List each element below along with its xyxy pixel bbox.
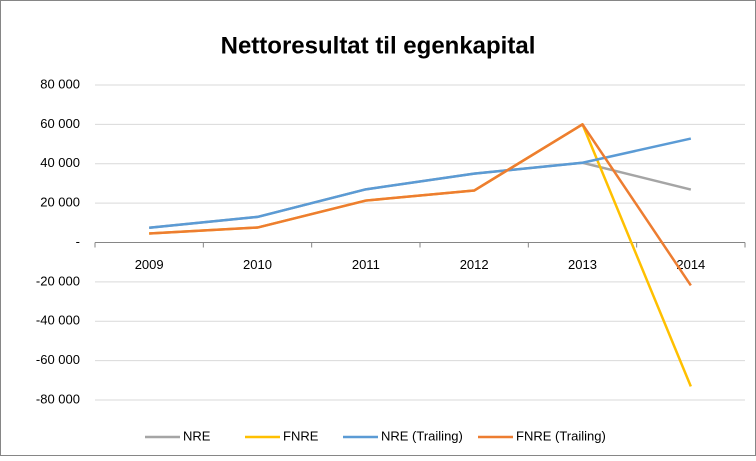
y-tick-label: -20 000 — [36, 273, 80, 288]
legend-label: FNRE — [283, 428, 319, 443]
x-tick-label: 2013 — [568, 257, 597, 272]
legend-label: FNRE (Trailing) — [516, 428, 606, 443]
series-line — [149, 123, 692, 287]
y-tick-label: -40 000 — [36, 313, 80, 328]
x-tick-label: 2009 — [135, 257, 164, 272]
x-tick-label: 2011 — [352, 257, 380, 272]
y-tick-label: 80 000 — [40, 76, 80, 91]
y-tick-label: -80 000 — [36, 391, 80, 406]
y-tick-label: 60 000 — [40, 116, 80, 131]
series-line — [149, 137, 692, 229]
x-tick-label: 2012 — [460, 257, 489, 272]
y-tick-label: -60 000 — [36, 352, 80, 367]
x-tick-label: 2010 — [243, 257, 272, 272]
y-tick-label: 20 000 — [40, 195, 80, 210]
y-tick-label: - — [76, 234, 80, 249]
legend-label: NRE — [183, 428, 211, 443]
legend-label: NRE (Trailing) — [381, 428, 463, 443]
chart-title: Nettoresultat til egenkapital — [221, 32, 536, 59]
x-tick-label: 2014 — [676, 257, 705, 272]
y-tick-label: 40 000 — [40, 155, 80, 170]
